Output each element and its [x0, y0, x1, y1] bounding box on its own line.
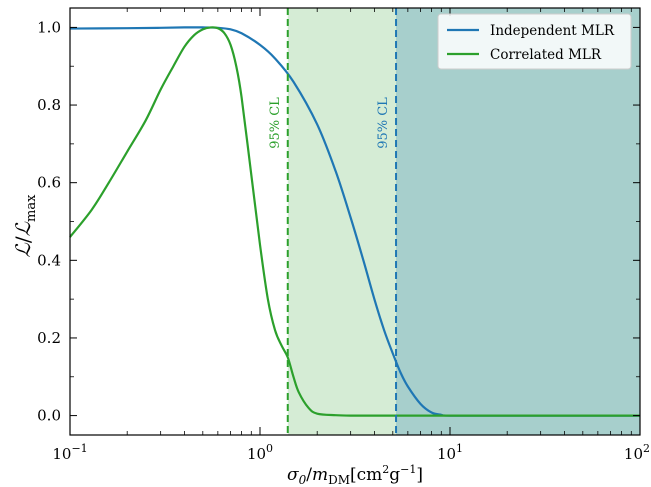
x-tick-label: 10−1: [52, 442, 87, 463]
legend: Independent MLR Correlated MLR: [437, 13, 632, 70]
likelihood-curves: [69, 26, 640, 417]
excluded-region-1: [396, 8, 640, 435]
y-tick-label: 1.0: [37, 18, 61, 36]
axis-ticks: 0.0 0.2 0.4 0.6 0.8 1.0 10−1 100 101 102: [37, 8, 650, 463]
x-axis-label: σ0/mDM[cm2g−1]: [287, 463, 423, 487]
legend-label-independent: Independent MLR: [490, 23, 615, 39]
excluded-region-0: [287, 8, 640, 435]
y-tick-label: 0.0: [37, 407, 61, 425]
legend-box: [437, 13, 632, 70]
exclusion-shading: [287, 8, 640, 435]
confidence-limit-lines: 95% CL 95% CL: [268, 8, 398, 435]
x-tick-label: 100: [247, 442, 273, 463]
x-tick-label: 101: [437, 442, 463, 463]
y-tick-label: 0.2: [37, 329, 61, 347]
y-tick-label: 0.6: [37, 174, 61, 192]
y-axis-label: ℒ/ℒmax: [11, 194, 39, 258]
x-tick-label: 102: [624, 442, 650, 463]
series-line-correlated: [69, 26, 640, 417]
limit-label-1: 95% CL: [376, 97, 391, 149]
limit-label-0: 95% CL: [268, 97, 283, 149]
y-tick-label: 0.8: [37, 96, 61, 114]
legend-label-correlated: Correlated MLR: [490, 47, 602, 63]
y-tick-label: 0.4: [37, 251, 61, 269]
